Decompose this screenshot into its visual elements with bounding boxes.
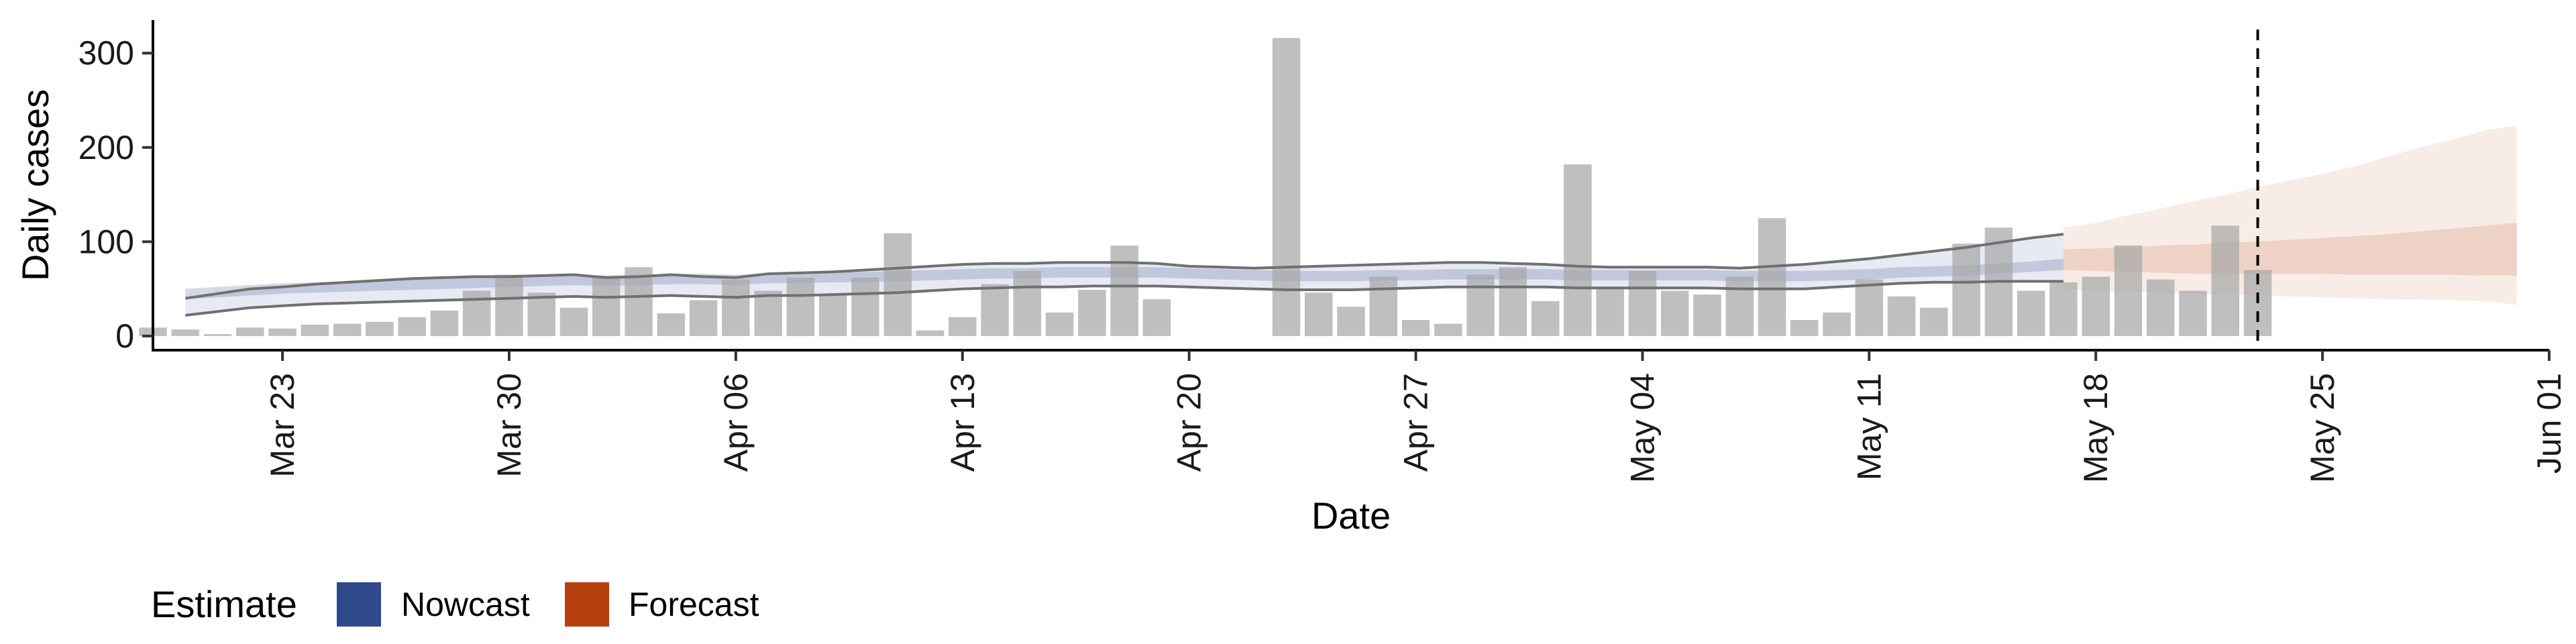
case-bar [786, 277, 815, 336]
case-bar [1434, 323, 1462, 336]
case-bar [1920, 307, 1948, 336]
case-bar [1660, 290, 1689, 336]
nowcast-outer-upper-line [185, 233, 2064, 300]
case-bar [722, 279, 750, 336]
case-bar [818, 294, 847, 336]
y-tick-label: 300 [78, 34, 134, 72]
case-bar [366, 321, 394, 336]
case-bar [949, 317, 977, 336]
legend-label-nowcast: Nowcast [401, 586, 530, 623]
case-bar [171, 329, 199, 336]
nowcast-outline [185, 233, 2064, 317]
case-bar [754, 290, 782, 336]
case-bar [1596, 288, 1624, 336]
case-bar [1078, 290, 1106, 336]
x-tick-label: May 18 [2077, 373, 2114, 483]
case-bar [1725, 276, 1754, 336]
case-bar [1628, 270, 1657, 336]
case-bar [398, 317, 426, 336]
x-tick-label: May 25 [2304, 373, 2341, 483]
y-tick-label: 100 [78, 223, 134, 260]
case-bar [1564, 164, 1592, 336]
case-bar [883, 233, 912, 336]
x-tick-label: Apr 27 [1397, 373, 1435, 472]
case-bar [2049, 282, 2078, 336]
case-bar [916, 330, 945, 336]
nowcast-outer-lower-line [185, 280, 2063, 317]
y-axis-title: Daily cases [14, 89, 56, 281]
legend-title: Estimate [151, 583, 297, 625]
case-bar [657, 313, 686, 336]
case-bar [527, 292, 555, 336]
case-bar [1013, 270, 1041, 336]
case-bar [1272, 38, 1301, 336]
case-bar [1337, 307, 1365, 336]
case-bar [462, 290, 491, 336]
case-bar [236, 327, 264, 336]
y-tick-label: 200 [78, 129, 134, 166]
x-tick-label: Apr 06 [717, 373, 755, 472]
case-bar [301, 325, 329, 336]
case-bar [592, 276, 621, 336]
case-bar [203, 334, 232, 336]
x-axis-title: Date [1311, 494, 1391, 537]
legend-swatch-forecast [565, 582, 609, 627]
nowcast-inner-band [185, 258, 2063, 300]
case-bar [1855, 279, 1884, 336]
x-tick-label: Mar 30 [490, 373, 528, 478]
case-bar [1142, 299, 1171, 336]
case-bar [559, 307, 588, 336]
legend-label-forecast: Forecast [629, 586, 759, 623]
case-bar [430, 311, 459, 336]
forecast-inner-band [2063, 223, 2517, 276]
case-bar [2082, 276, 2110, 336]
case-bar [851, 277, 879, 336]
x-tick-label: Apr 13 [944, 373, 981, 472]
case-bar [1045, 312, 1074, 336]
chart-axes: 0 100 200 300 Mar 23 Mar 30 Apr 06 Apr 13 Apr 20… [78, 20, 2568, 483]
case-bar [1887, 296, 1916, 336]
case-bar [1758, 218, 1786, 336]
case-bar [2017, 290, 2045, 336]
case-bar [625, 267, 653, 336]
x-tick-label: May 04 [1623, 373, 1661, 483]
case-bar [1693, 294, 1721, 336]
forecast-outer-band [2063, 125, 2517, 305]
x-tick-label: Apr 20 [1171, 373, 1208, 472]
case-bar [495, 274, 523, 336]
case-bar [268, 328, 297, 336]
legend-swatch-nowcast [337, 582, 381, 627]
case-bars [139, 38, 2272, 336]
x-tick-label: Mar 23 [264, 373, 301, 478]
x-tick-label: Jun 01 [2530, 373, 2568, 474]
case-bar [1790, 320, 1819, 336]
case-bar [2147, 279, 2175, 336]
case-bar [1531, 301, 1560, 336]
x-tick-label: May 11 [1850, 373, 1888, 480]
case-bar [1401, 320, 1430, 336]
case-bar [981, 284, 1009, 336]
case-bar [2179, 290, 2207, 336]
case-bar [333, 323, 362, 336]
case-bar [1952, 244, 1980, 336]
case-bar [2114, 246, 2143, 336]
case-bar [1369, 276, 1397, 336]
case-bar [1466, 274, 1495, 336]
case-bar [2211, 225, 2239, 336]
y-tick-label: 0 [115, 317, 134, 355]
case-bar [1823, 312, 1851, 336]
case-bar [1305, 292, 1333, 336]
case-bar [1499, 267, 1527, 336]
legend: Estimate Nowcast Forecast [151, 582, 759, 627]
case-bar [1110, 246, 1138, 336]
case-bar [689, 300, 718, 336]
